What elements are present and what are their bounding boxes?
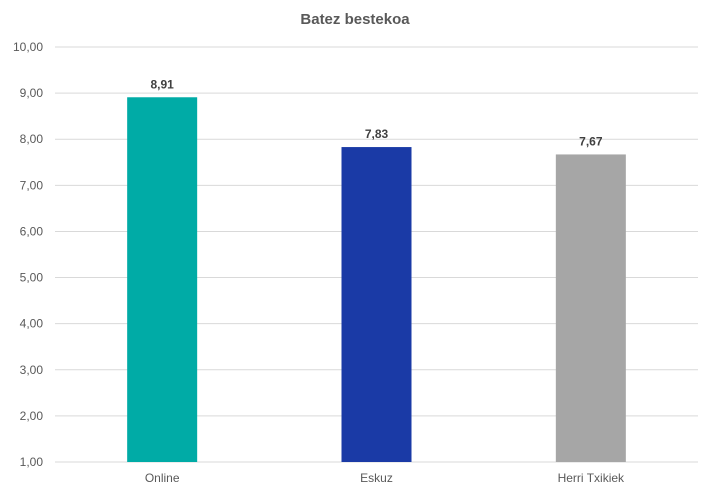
bars [127, 97, 626, 463]
data-label: 7,83 [365, 127, 389, 141]
bar [341, 147, 412, 463]
y-tick-label: 3,00 [20, 363, 44, 377]
y-tick-label: 1,00 [20, 455, 44, 469]
data-labels: 8,91 7,83 7,67 [150, 77, 602, 148]
x-tick-label: Eskuz [360, 471, 393, 485]
y-tick-label: 4,00 [20, 317, 44, 331]
y-tick-label: 8,00 [20, 132, 44, 146]
data-label: 8,91 [150, 77, 174, 91]
x-tick-label: Online [145, 471, 180, 485]
y-tick-label: 10,00 [13, 40, 43, 54]
x-axis-ticks: Online Eskuz Herri Txikiek [145, 471, 625, 485]
y-tick-label: 7,00 [20, 178, 44, 192]
data-label: 7,67 [579, 134, 603, 148]
y-axis-ticks: 1,00 2,00 3,00 4,00 5,00 6,00 7,00 8,00 9,00 10,0… [13, 40, 43, 469]
y-tick-label: 9,00 [20, 86, 44, 100]
y-tick-label: 5,00 [20, 271, 44, 285]
bar [555, 154, 626, 462]
y-tick-label: 6,00 [20, 224, 44, 238]
y-tick-label: 2,00 [20, 409, 44, 423]
bar [127, 97, 198, 462]
x-tick-label: Herri Txikiek [558, 471, 625, 485]
chart-title: Batez bestekoa [300, 11, 410, 28]
